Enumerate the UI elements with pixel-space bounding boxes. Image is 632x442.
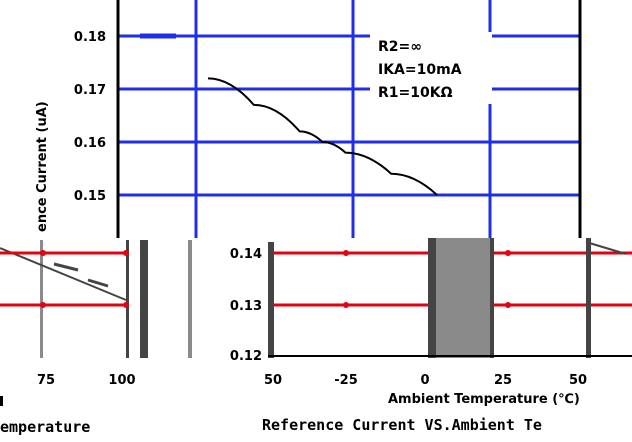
dark-column-3 — [490, 238, 494, 358]
chart-title: Reference Current VS.Ambient Te — [262, 416, 542, 434]
x-tick-m50: 50 — [264, 373, 282, 388]
red-marker-2 — [40, 302, 46, 308]
y-tick-012: 0.12 — [230, 349, 262, 364]
red-marker-6 — [343, 302, 349, 308]
left-panel-post-2 — [126, 240, 129, 358]
red-marker-1 — [40, 250, 46, 256]
y-tick-015: 0.15 — [74, 189, 106, 204]
series-curve — [207, 77, 438, 196]
y-axis-label: ence Current (uA) — [35, 101, 50, 232]
y-tick-014: 0.14 — [230, 247, 262, 262]
dark-column-2 — [428, 238, 436, 358]
left-panel-post-3 — [140, 240, 148, 358]
y-tick-018: 0.18 — [74, 30, 106, 45]
main-chart-frame — [116, 0, 582, 240]
left-panel-dash-1 — [53, 262, 79, 272]
red-marker-7 — [505, 250, 511, 256]
x-tick-m25: -25 — [334, 373, 358, 388]
red-marker-3 — [123, 250, 129, 256]
left-panel-post-1 — [40, 240, 43, 358]
x-tick-0: 0 — [420, 373, 429, 388]
red-marker-4 — [123, 302, 129, 308]
left-panel-diagonal — [0, 247, 127, 301]
red-marker-8 — [505, 302, 511, 308]
glitch-band: 0.14 0.13 — [0, 238, 632, 358]
annotation-r1: R1=10KΩ — [378, 85, 453, 101]
right-panel-slash — [585, 241, 627, 255]
dark-column-1 — [268, 242, 274, 358]
y-tick-016: 0.16 — [74, 136, 106, 151]
left-chart-title: emperature — [0, 418, 90, 436]
left-x-tick-100: 100 — [108, 373, 135, 388]
x-axis-label: Ambient Temperature (℃) — [388, 392, 580, 407]
dark-column-4 — [586, 238, 591, 358]
x-tick-25: 25 — [494, 373, 512, 388]
x-tick-50: 50 — [569, 373, 587, 388]
gray-block — [436, 238, 490, 358]
annotation-ika: IKA=10mA — [378, 62, 462, 78]
y-tick-013: 0.13 — [230, 299, 262, 314]
main-chart-grid — [118, 0, 580, 240]
left-panel-post-4 — [188, 240, 192, 358]
left-mark — [0, 396, 3, 406]
y-tick-017: 0.17 — [74, 83, 106, 98]
annotation-r2: R2=∞ — [378, 39, 422, 55]
left-panel-dash-2 — [87, 278, 109, 288]
band-white — [0, 238, 632, 358]
left-x-tick-75: 75 — [37, 373, 55, 388]
annotation-box — [370, 32, 492, 104]
red-marker-5 — [343, 250, 349, 256]
